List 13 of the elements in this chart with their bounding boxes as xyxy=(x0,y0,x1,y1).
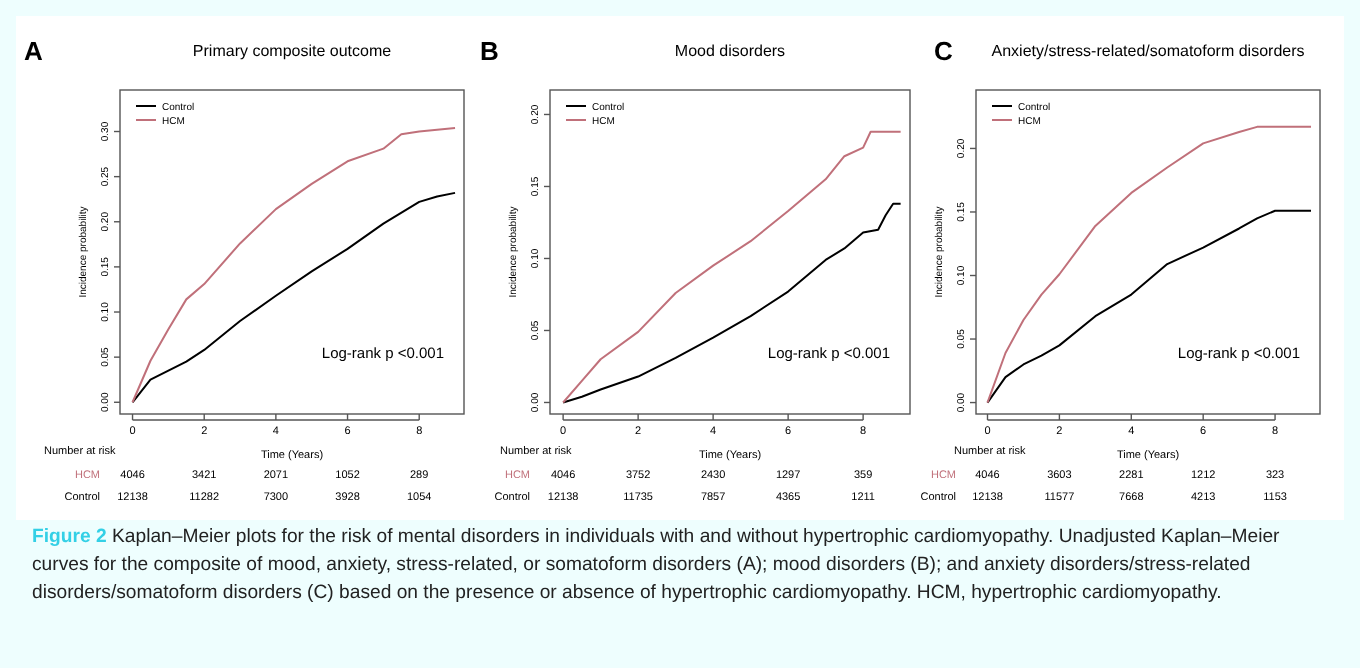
text: C xyxy=(934,36,954,66)
chart-title: Primary composite outcome xyxy=(192,42,393,60)
line-series xyxy=(562,130,902,404)
chart-title: Anxiety/stress-related/somatoform disorders xyxy=(991,42,1305,60)
line-series xyxy=(131,126,457,404)
line-series xyxy=(986,125,1313,404)
line-series xyxy=(131,191,457,404)
line-series xyxy=(562,202,902,404)
text: A xyxy=(24,36,44,66)
chart-title: Mood disorders xyxy=(674,42,786,60)
caption: Figure 2 Kaplan–Meier plots for the risk of mental disorders in individuals with and without hypertrophic cardiomyopathy. Unadjusted Kaplan–Meier curves for the composite of mood, anxiety, stress-related, or somatoform disorders (A); mood disorders (B); and anxiety disorders/stress-related disorders/somatoform disorders (C) based on the presence or absence of hypertrophic cardiomyopathy. HCM, hypertrophic cardiomyopathy. xyxy=(32,524,1282,608)
text: B xyxy=(480,36,499,66)
line-series xyxy=(986,209,1313,404)
